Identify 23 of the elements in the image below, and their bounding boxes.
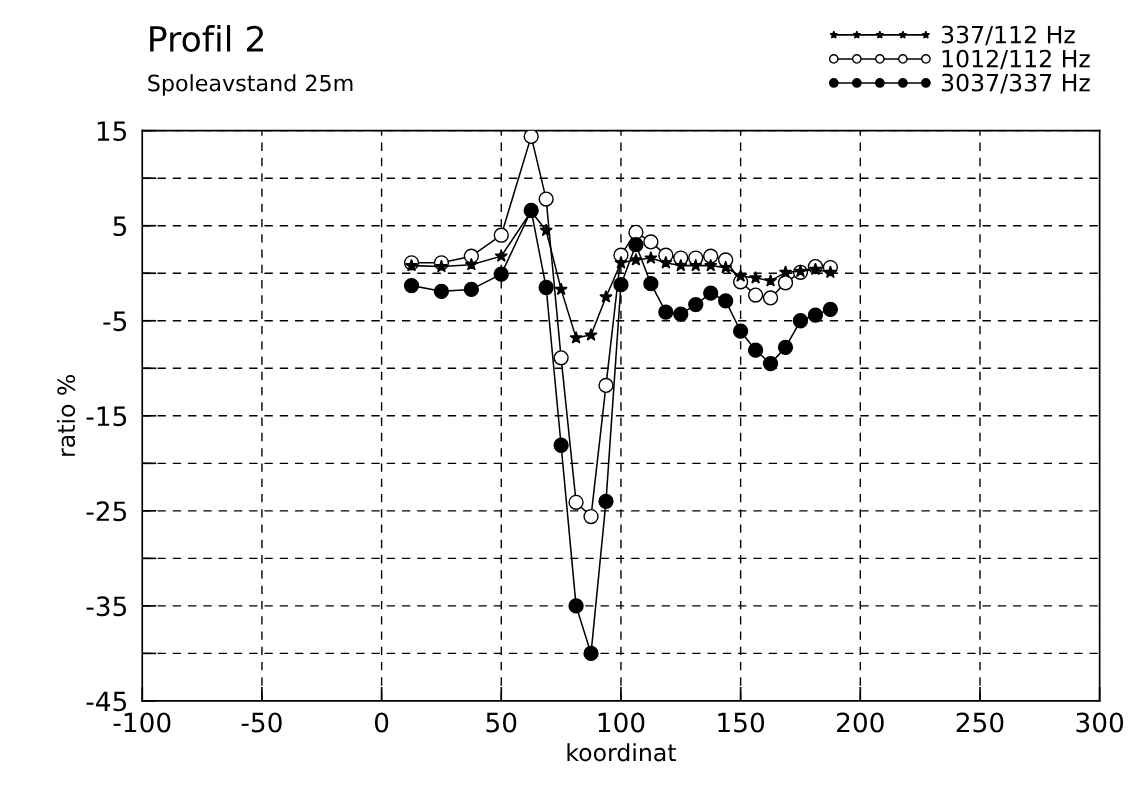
- y-tick-label: -15: [86, 406, 127, 427]
- x-tick-label: 0: [374, 712, 389, 733]
- legend-label: 3037/337 Hz: [941, 73, 1090, 94]
- legend-label: 337/112 Hz: [941, 25, 1075, 46]
- y-tick-label: 5: [113, 216, 127, 237]
- y-tick-label: 15: [97, 121, 127, 142]
- x-tick-label: 200: [837, 712, 884, 733]
- x-tick-label: 100: [598, 712, 645, 733]
- x-tick-label: 250: [956, 712, 1004, 733]
- legend-label: 1012/112 Hz: [942, 49, 1090, 70]
- chart-subtitle: Spoleavstand 25m: [148, 74, 353, 96]
- y-tick-label: -45: [86, 691, 127, 712]
- y-tick-label: -25: [86, 501, 127, 522]
- y-tick-label: -5: [103, 311, 127, 332]
- x-tick-label: -100: [113, 712, 171, 733]
- y-tick-label: -35: [86, 596, 127, 617]
- y-axis-title: ratio %: [56, 374, 76, 456]
- x-tick-label: -50: [241, 712, 282, 733]
- x-tick-label: 300: [1076, 712, 1124, 733]
- chart-title: Profil 2: [150, 25, 264, 52]
- x-axis-title: koordinat: [567, 743, 676, 762]
- x-tick-label: 150: [718, 712, 765, 733]
- x-tick-label: 50: [486, 712, 517, 733]
